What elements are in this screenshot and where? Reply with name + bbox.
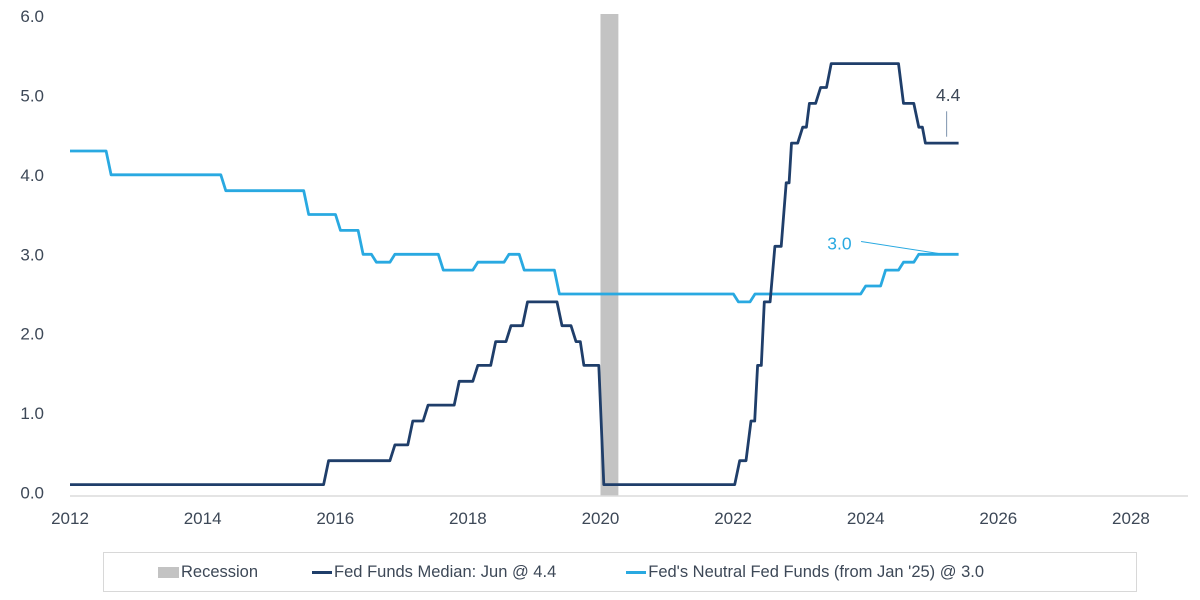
legend-label-recession: Recession — [181, 562, 259, 581]
y-tick-label: 5.0 — [20, 86, 44, 105]
x-tick-label: 2024 — [847, 509, 885, 528]
x-axis-tick-labels: 2012 2014 2016 2018 2020 2022 2024 2026 2028 — [51, 509, 1150, 528]
x-tick-label: 2020 — [582, 509, 620, 528]
legend-label-neutral-fed-funds: Fed's Neutral Fed Funds (from Jan '25) @… — [648, 562, 985, 581]
y-axis-tick-labels: 0.0 1.0 2.0 3.0 4.0 5.0 6.0 — [20, 7, 44, 503]
recession-swatch-icon — [158, 566, 179, 578]
plot-area: 0.01.02.03.04.05.06.0 2012 2014 2016 2018 20… — [20, 7, 1188, 528]
legend-item-recession: Recession — [158, 563, 258, 582]
cyan-line-swatch-icon — [626, 570, 647, 574]
x-tick-label: 2016 — [316, 509, 354, 528]
legend-label-fed-funds-median: Fed Funds Median: Jun @ 4.4 — [334, 562, 557, 581]
navy-line-swatch-icon — [312, 570, 333, 574]
y-tick-label: 4.0 — [20, 166, 44, 185]
series-line-fed-funds-median — [70, 62, 959, 486]
x-tick-label: 2012 — [51, 509, 89, 528]
legend-item-fed-funds-median: Fed Funds Median: Jun @ 4.4 — [312, 563, 556, 582]
x-tick-label: 2014 — [184, 509, 222, 528]
recession-band-group — [600, 14, 619, 496]
y-tick-label: 1.0 — [20, 404, 44, 423]
series-line-neutral-fed-funds — [70, 149, 959, 304]
x-tick-label: 2026 — [979, 509, 1017, 528]
x-tick-label: 2022 — [714, 509, 752, 528]
y-tick-label: 0.0 — [20, 484, 44, 503]
x-tick-label: 2018 — [449, 509, 487, 528]
legend-item-neutral-fed-funds: Fed's Neutral Fed Funds (from Jan '25) @… — [626, 563, 984, 582]
annotation-leader-line — [861, 241, 939, 254]
series-lines-group — [70, 62, 959, 486]
y-tick-label: 2.0 — [20, 325, 44, 344]
data-label-3-0: 3.0 — [827, 233, 852, 253]
y-tick-label: 6.0 — [20, 7, 44, 26]
chart-legend: Recession Fed Funds Median: Jun @ 4.4 Fe… — [103, 552, 1137, 592]
annotations-group: 4.4 3.0 — [827, 85, 961, 254]
recession-band-rect — [600, 14, 619, 496]
data-label-4-4: 4.4 — [936, 85, 961, 105]
y-tick-label: 3.0 — [20, 245, 44, 264]
x-tick-label: 2028 — [1112, 509, 1150, 528]
